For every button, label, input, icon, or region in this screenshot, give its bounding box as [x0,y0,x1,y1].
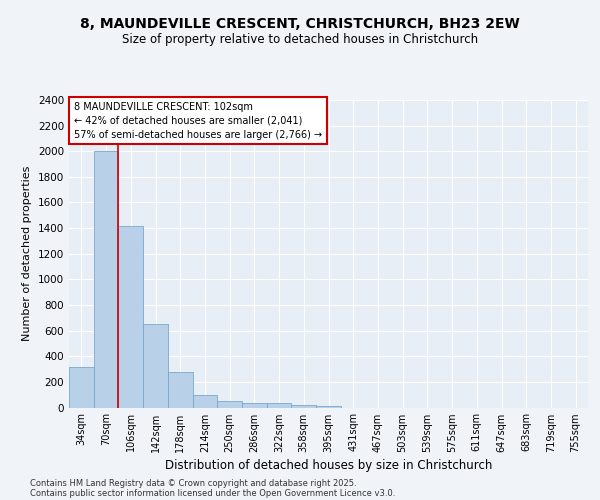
Y-axis label: Number of detached properties: Number of detached properties [22,166,32,342]
Bar [267,403,292,407]
Text: Size of property relative to detached houses in Christchurch: Size of property relative to detached ho… [122,32,478,46]
Bar [242,402,267,407]
Bar [292,404,316,407]
Bar [143,324,168,407]
Bar [193,396,217,407]
Bar [94,151,118,407]
X-axis label: Distribution of detached houses by size in Christchurch: Distribution of detached houses by size … [165,459,492,472]
Bar [316,406,341,408]
Text: Contains public sector information licensed under the Open Government Licence v3: Contains public sector information licen… [30,488,395,498]
Bar [69,366,94,408]
Text: 8 MAUNDEVILLE CRESCENT: 102sqm
← 42% of detached houses are smaller (2,041)
57% : 8 MAUNDEVILLE CRESCENT: 102sqm ← 42% of … [74,102,322,140]
Bar [217,402,242,407]
Bar [118,226,143,408]
Bar [168,372,193,408]
Text: 8, MAUNDEVILLE CRESCENT, CHRISTCHURCH, BH23 2EW: 8, MAUNDEVILLE CRESCENT, CHRISTCHURCH, B… [80,18,520,32]
Text: Contains HM Land Registry data © Crown copyright and database right 2025.: Contains HM Land Registry data © Crown c… [30,478,356,488]
